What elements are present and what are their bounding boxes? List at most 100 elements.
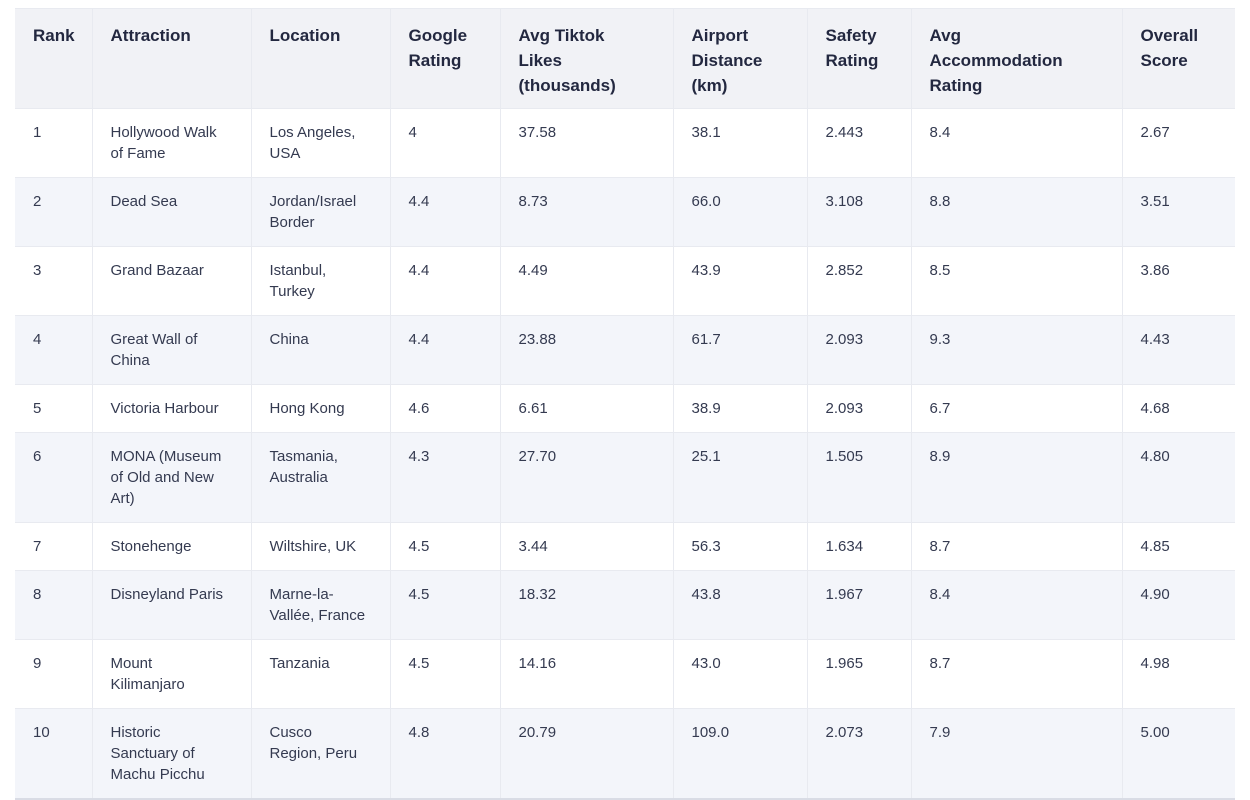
table-row: 6 MONA (Museum of Old and New Art) Tasmani… (15, 432, 1235, 523)
cell-safety-rating: 3.108 (806, 177, 911, 247)
cell-google-rating: 4.3 (389, 432, 500, 523)
column-header-rank: Rank (15, 8, 92, 109)
cell-safety-rating: 1.634 (806, 522, 911, 571)
cell-accommodation-rating: 7.9 (910, 708, 1122, 800)
cell-location: Los Angeles, USA (250, 108, 390, 178)
cell-rank: 9 (15, 639, 92, 709)
cell-rank: 7 (15, 522, 92, 571)
cell-rank: 3 (15, 246, 92, 316)
cell-safety-rating: 2.852 (806, 246, 911, 316)
cell-rank: 2 (15, 177, 92, 247)
column-header-google-rating-label: Google Rating (408, 26, 468, 70)
cell-overall-score: 4.85 (1121, 522, 1235, 571)
cell-airport-distance: 43.8 (672, 570, 807, 640)
cell-rank: 6 (15, 432, 92, 523)
cell-location: Hong Kong (250, 384, 390, 433)
cell-safety-rating: 1.505 (806, 432, 911, 523)
cell-rank: 5 (15, 384, 92, 433)
attractions-table: Rank Attraction Location Google Rating A… (15, 8, 1235, 800)
cell-overall-score: 5.00 (1121, 708, 1235, 800)
column-header-attraction: Attraction (91, 8, 251, 109)
cell-tiktok-likes: 3.44 (499, 522, 673, 571)
cell-google-rating: 4.5 (389, 570, 500, 640)
table-row: 9 Mount Kilimanjaro Tanzania 4.5 14.16 43.0 1.… (15, 639, 1235, 709)
cell-overall-score: 4.43 (1121, 315, 1235, 385)
cell-safety-rating: 1.967 (806, 570, 911, 640)
column-header-airport-distance: Airport Distance (km) (672, 8, 807, 109)
cell-tiktok-likes: 8.73 (499, 177, 673, 247)
cell-google-rating: 4.4 (389, 315, 500, 385)
column-header-tiktok-likes: Avg Tiktok Likes (thousands) (499, 8, 673, 109)
column-header-tiktok-likes-label: Avg Tiktok Likes (thousands) (518, 26, 616, 95)
cell-google-rating: 4 (389, 108, 500, 178)
cell-accommodation-rating: 6.7 (910, 384, 1122, 433)
cell-overall-score: 4.98 (1121, 639, 1235, 709)
cell-accommodation-rating: 8.9 (910, 432, 1122, 523)
column-header-airport-distance-label: Airport Distance (km) (691, 26, 763, 95)
cell-location: Istanbul, Turkey (250, 246, 390, 316)
cell-safety-rating: 2.443 (806, 108, 911, 178)
cell-airport-distance: 61.7 (672, 315, 807, 385)
cell-airport-distance: 109.0 (672, 708, 807, 800)
cell-attraction: Disneyland Paris (91, 570, 251, 640)
column-header-location-label: Location (269, 26, 341, 45)
cell-attraction: Historic Sanctuary of Machu Picchu (91, 708, 251, 800)
cell-google-rating: 4.5 (389, 639, 500, 709)
column-header-location: Location (250, 8, 390, 109)
table-row: 8 Disneyland Paris Marne-la-Vallée, France… (15, 570, 1235, 640)
column-header-attraction-label: Attraction (110, 26, 191, 45)
column-header-safety-rating: Safety Rating (806, 8, 911, 109)
cell-tiktok-likes: 14.16 (499, 639, 673, 709)
cell-airport-distance: 66.0 (672, 177, 807, 247)
cell-safety-rating: 2.093 (806, 384, 911, 433)
cell-attraction: Hollywood Walk of Fame (91, 108, 251, 178)
cell-airport-distance: 43.0 (672, 639, 807, 709)
cell-tiktok-likes: 20.79 (499, 708, 673, 800)
cell-location: Tasmania, Australia (250, 432, 390, 523)
table-row: 10 Historic Sanctuary of Machu Picchu Cusc… (15, 708, 1235, 800)
cell-google-rating: 4.8 (389, 708, 500, 800)
cell-airport-distance: 38.9 (672, 384, 807, 433)
cell-attraction: Dead Sea (91, 177, 251, 247)
cell-airport-distance: 43.9 (672, 246, 807, 316)
cell-tiktok-likes: 37.58 (499, 108, 673, 178)
table-row: 1 Hollywood Walk of Fame Los Angeles, USA 4… (15, 108, 1235, 178)
cell-attraction: Stonehenge (91, 522, 251, 571)
cell-google-rating: 4.4 (389, 177, 500, 247)
cell-google-rating: 4.5 (389, 522, 500, 571)
column-header-rank-label: Rank (33, 26, 75, 45)
cell-attraction: Grand Bazaar (91, 246, 251, 316)
column-header-accommodation-rating-label: Avg Accommodation Rating (929, 26, 1063, 95)
cell-tiktok-likes: 6.61 (499, 384, 673, 433)
attractions-table-container: Rank Attraction Location Google Rating A… (15, 8, 1235, 800)
cell-overall-score: 2.67 (1121, 108, 1235, 178)
cell-google-rating: 4.4 (389, 246, 500, 316)
cell-overall-score: 3.51 (1121, 177, 1235, 247)
table-row: 4 Great Wall of China China 4.4 23.88 61.7 2.0… (15, 315, 1235, 385)
cell-location: Tanzania (250, 639, 390, 709)
table-row: 3 Grand Bazaar Istanbul, Turkey 4.4 4.49 43.9… (15, 246, 1235, 316)
cell-overall-score: 3.86 (1121, 246, 1235, 316)
cell-accommodation-rating: 8.7 (910, 522, 1122, 571)
cell-safety-rating: 2.093 (806, 315, 911, 385)
cell-accommodation-rating: 8.4 (910, 108, 1122, 178)
cell-safety-rating: 2.073 (806, 708, 911, 800)
cell-google-rating: 4.6 (389, 384, 500, 433)
table-row: 7 Stonehenge Wiltshire, UK 4.5 3.44 56.3 1.634… (15, 522, 1235, 571)
column-header-google-rating: Google Rating (389, 8, 500, 109)
cell-safety-rating: 1.965 (806, 639, 911, 709)
cell-airport-distance: 38.1 (672, 108, 807, 178)
cell-tiktok-likes: 27.70 (499, 432, 673, 523)
cell-tiktok-likes: 18.32 (499, 570, 673, 640)
column-header-overall-score-label: Overall Score (1140, 26, 1199, 70)
table-row: 5 Victoria Harbour Hong Kong 4.6 6.61 38.9 2.0… (15, 384, 1235, 433)
cell-overall-score: 4.80 (1121, 432, 1235, 523)
cell-airport-distance: 56.3 (672, 522, 807, 571)
table-body: 1 Hollywood Walk of Fame Los Angeles, USA 4… (15, 108, 1235, 800)
cell-attraction: Great Wall of China (91, 315, 251, 385)
cell-rank: 8 (15, 570, 92, 640)
cell-accommodation-rating: 8.8 (910, 177, 1122, 247)
cell-accommodation-rating: 8.4 (910, 570, 1122, 640)
column-header-overall-score: Overall Score (1121, 8, 1235, 109)
cell-attraction: Victoria Harbour (91, 384, 251, 433)
